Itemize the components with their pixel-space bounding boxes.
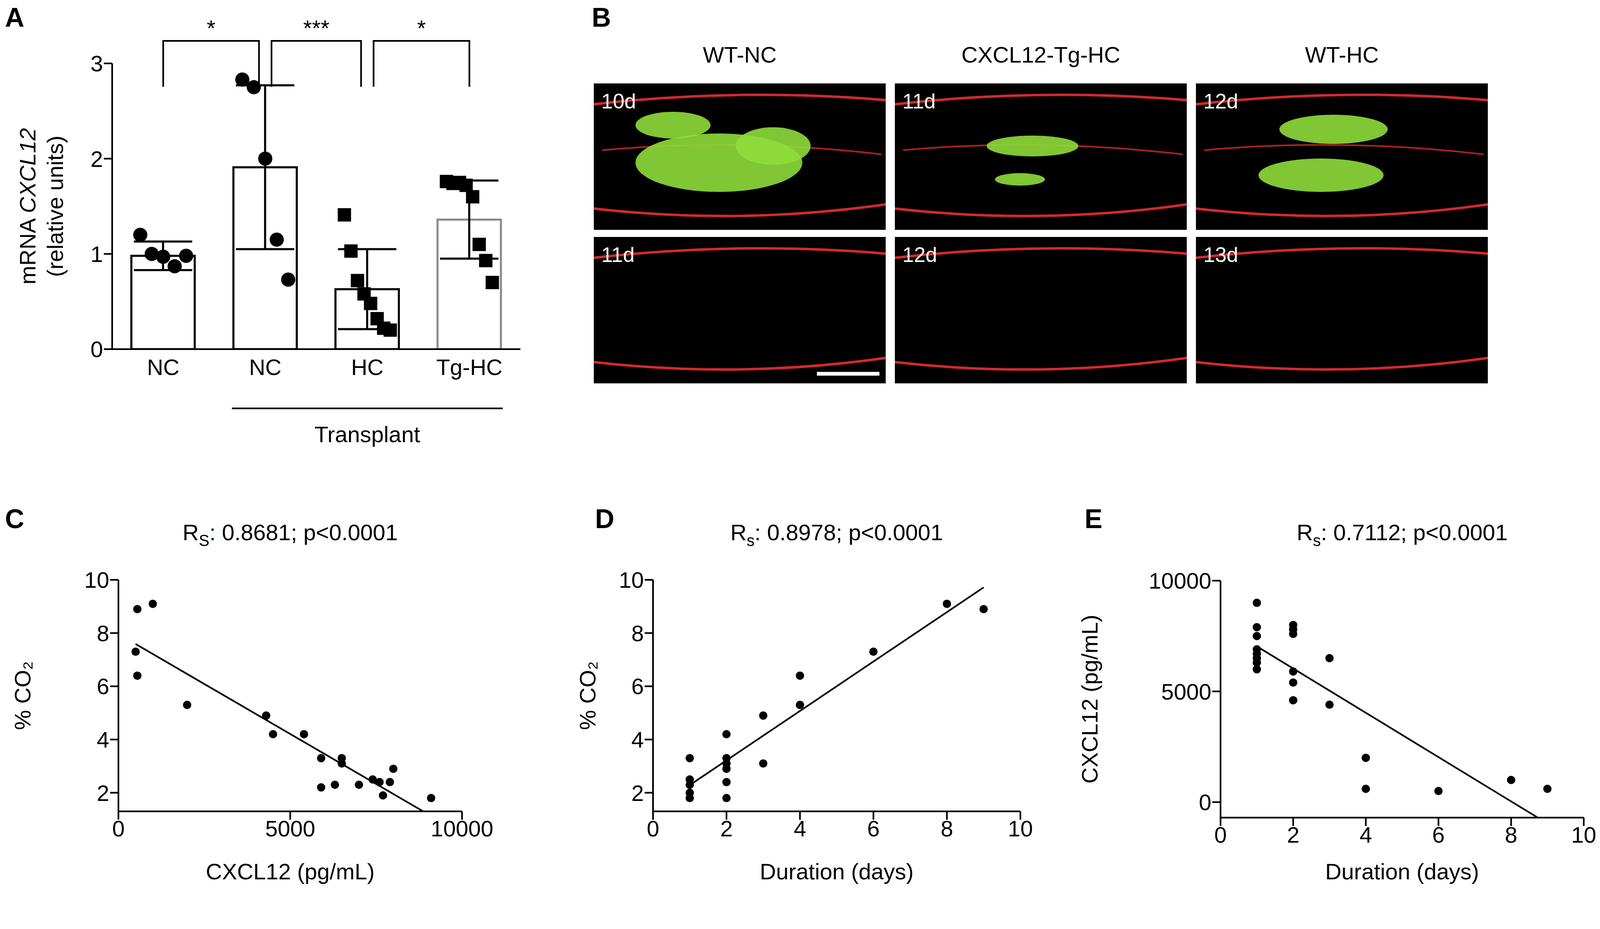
svg-text:4: 4 xyxy=(793,815,807,841)
svg-text:2: 2 xyxy=(96,780,110,806)
svg-text:10000: 10000 xyxy=(430,815,494,841)
svg-text:12d: 12d xyxy=(902,243,937,267)
svg-text:4: 4 xyxy=(96,726,110,752)
svg-text:HC: HC xyxy=(351,354,384,380)
svg-text:5000: 5000 xyxy=(1161,678,1212,704)
svg-text:8: 8 xyxy=(631,620,644,646)
svg-text:WT-NC: WT-NC xyxy=(703,42,777,68)
svg-text:12d: 12d xyxy=(1203,89,1239,114)
svg-text:10: 10 xyxy=(618,567,644,593)
svg-text:*: * xyxy=(206,15,216,41)
svg-text:% CO₂: % CO₂ xyxy=(10,660,36,730)
svg-text:RS: 0.8681; p<0.0001: RS: 0.8681; p<0.0001 xyxy=(182,519,398,550)
svg-text:***: *** xyxy=(303,15,330,41)
svg-text:NC: NC xyxy=(248,354,282,380)
svg-text:4: 4 xyxy=(631,726,644,752)
svg-text:6: 6 xyxy=(631,673,644,699)
svg-text:D: D xyxy=(595,503,615,534)
svg-text:8: 8 xyxy=(1504,821,1518,847)
svg-text:E: E xyxy=(1084,503,1103,534)
svg-text:(relative units): (relative units) xyxy=(42,135,68,277)
svg-text:10: 10 xyxy=(1007,815,1033,841)
svg-text:C: C xyxy=(5,503,25,534)
svg-text:0: 0 xyxy=(646,815,660,841)
svg-text:5000: 5000 xyxy=(265,815,316,841)
svg-text:6: 6 xyxy=(867,815,880,841)
svg-text:0: 0 xyxy=(90,336,103,362)
svg-text:8: 8 xyxy=(940,815,954,841)
svg-text:10: 10 xyxy=(1571,821,1597,847)
svg-text:CXCL12-Tg-HC: CXCL12-Tg-HC xyxy=(961,42,1121,68)
svg-text:0: 0 xyxy=(1214,821,1227,847)
svg-text:2: 2 xyxy=(631,780,644,806)
svg-text:Tg-HC: Tg-HC xyxy=(436,354,503,380)
svg-text:0: 0 xyxy=(112,815,125,841)
svg-text:Rs: 0.8978; p<0.0001: Rs: 0.8978; p<0.0001 xyxy=(730,519,944,550)
svg-text:2: 2 xyxy=(90,146,103,172)
svg-text:% CO₂: % CO₂ xyxy=(575,660,601,730)
svg-text:Transplant: Transplant xyxy=(314,421,420,447)
svg-text:Rs: 0.7112; p<0.0001: Rs: 0.7112; p<0.0001 xyxy=(1296,519,1508,550)
svg-text:CXCL12 (pg/mL): CXCL12 (pg/mL) xyxy=(205,858,375,884)
svg-text:0: 0 xyxy=(1198,789,1212,815)
svg-text:WT-HC: WT-HC xyxy=(1305,42,1379,68)
svg-text:3: 3 xyxy=(90,50,103,76)
svg-text:10000: 10000 xyxy=(1148,567,1212,593)
svg-text:11d: 11d xyxy=(601,243,635,267)
svg-text:NC: NC xyxy=(146,354,180,380)
svg-text:6: 6 xyxy=(96,673,110,699)
svg-text:10d: 10d xyxy=(601,89,636,114)
svg-text:Duration (days): Duration (days) xyxy=(1325,858,1480,884)
svg-text:mRNA CXCL12: mRNA CXCL12 xyxy=(15,128,41,285)
svg-text:CXCL12 (pg/mL): CXCL12 (pg/mL) xyxy=(1077,614,1103,784)
svg-text:1: 1 xyxy=(90,241,103,267)
svg-text:B: B xyxy=(591,2,611,33)
svg-text:*: * xyxy=(416,15,426,41)
svg-text:A: A xyxy=(5,2,25,33)
svg-text:Duration (days): Duration (days) xyxy=(759,858,914,884)
svg-text:2: 2 xyxy=(720,815,733,841)
svg-text:10: 10 xyxy=(84,567,110,593)
svg-text:4: 4 xyxy=(1359,821,1372,847)
svg-text:6: 6 xyxy=(1432,821,1445,847)
svg-text:11d: 11d xyxy=(902,89,936,114)
svg-text:2: 2 xyxy=(1286,821,1300,847)
svg-text:8: 8 xyxy=(96,620,110,646)
svg-text:13d: 13d xyxy=(1203,243,1239,267)
